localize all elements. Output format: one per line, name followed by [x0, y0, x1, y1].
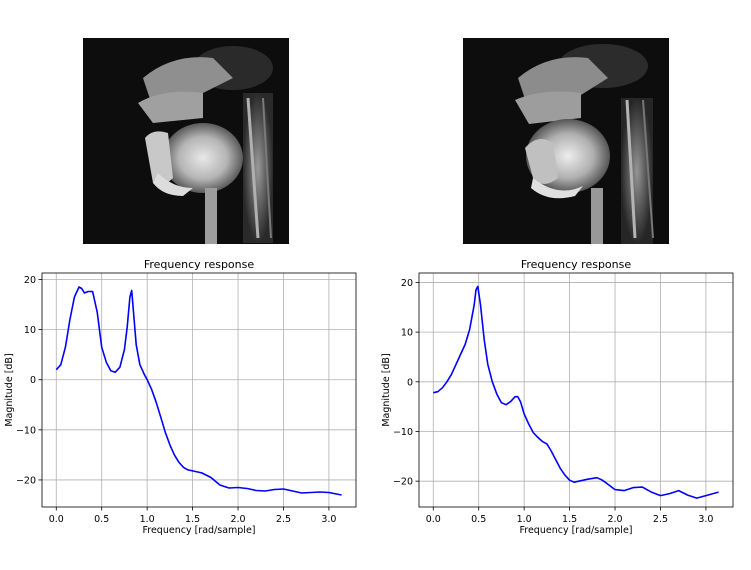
- x-tick-label: 2.5: [276, 514, 291, 525]
- y-tick-label: 20: [401, 278, 413, 289]
- y-tick-label: 0: [407, 377, 413, 388]
- y-tick-label: 20: [24, 275, 36, 286]
- plot-frame: [41, 272, 357, 508]
- series-line: [433, 285, 719, 499]
- x-tick-label: 1.0: [517, 514, 532, 525]
- grid: [419, 273, 733, 507]
- x-axis-label: Frequency [rad/sample]: [142, 525, 255, 536]
- y-axis-label: Magnitude [dB]: [4, 353, 15, 426]
- chart-title: Frequency response: [144, 258, 255, 271]
- y-ticks: −20 −10 0 10 20: [16, 275, 42, 486]
- x-axis-label: Frequency [rad/sample]: [519, 525, 632, 536]
- x-tick-label: 1.5: [562, 514, 577, 525]
- chart-right: 0.0 0.5 1.0 1.5 2.0 2.5 3.0 −20 −10 0 10 20 Freque…: [381, 258, 734, 536]
- x-tick-label: 2.0: [230, 514, 245, 525]
- y-tick-label: −10: [16, 425, 36, 436]
- x-tick-label: 0.5: [94, 514, 109, 525]
- chart-title: Frequency response: [521, 258, 632, 271]
- x-tick-label: 3.0: [321, 514, 336, 525]
- x-tick-label: 1.0: [140, 514, 155, 525]
- plot-area: [419, 273, 733, 507]
- series-line: [55, 286, 342, 496]
- x-tick-label: 2.0: [607, 514, 622, 525]
- x-tick-label: 0.0: [49, 514, 64, 525]
- y-tick-label: −10: [393, 427, 413, 438]
- plot-frame: [418, 272, 734, 508]
- x-tick-label: 0.0: [426, 514, 441, 525]
- y-tick-label: 10: [401, 328, 413, 339]
- mri-image-left: [83, 38, 289, 244]
- y-tick-label: −20: [393, 477, 413, 488]
- y-tick-label: −20: [16, 475, 36, 486]
- x-tick-label: 1.5: [185, 514, 200, 525]
- mri-image-right: [463, 38, 669, 244]
- plot-area: [42, 273, 356, 507]
- y-tick-label: 10: [24, 325, 36, 336]
- y-ticks: −20 −10 0 10 20: [393, 278, 419, 488]
- grid: [42, 273, 356, 507]
- x-ticks: 0.0 0.5 1.0 1.5 2.0 2.5 3.0: [49, 507, 336, 525]
- y-axis-label: Magnitude [dB]: [381, 353, 392, 426]
- y-tick-label: 0: [30, 375, 36, 386]
- x-tick-label: 3.0: [698, 514, 713, 525]
- x-tick-label: 2.5: [653, 514, 668, 525]
- chart-left: 0.0 0.5 1.0 1.5 2.0 2.5 3.0 −20 −10 0 10 20 Freque…: [4, 258, 357, 536]
- x-ticks: 0.0 0.5 1.0 1.5 2.0 2.5 3.0: [426, 507, 713, 525]
- x-tick-label: 0.5: [471, 514, 486, 525]
